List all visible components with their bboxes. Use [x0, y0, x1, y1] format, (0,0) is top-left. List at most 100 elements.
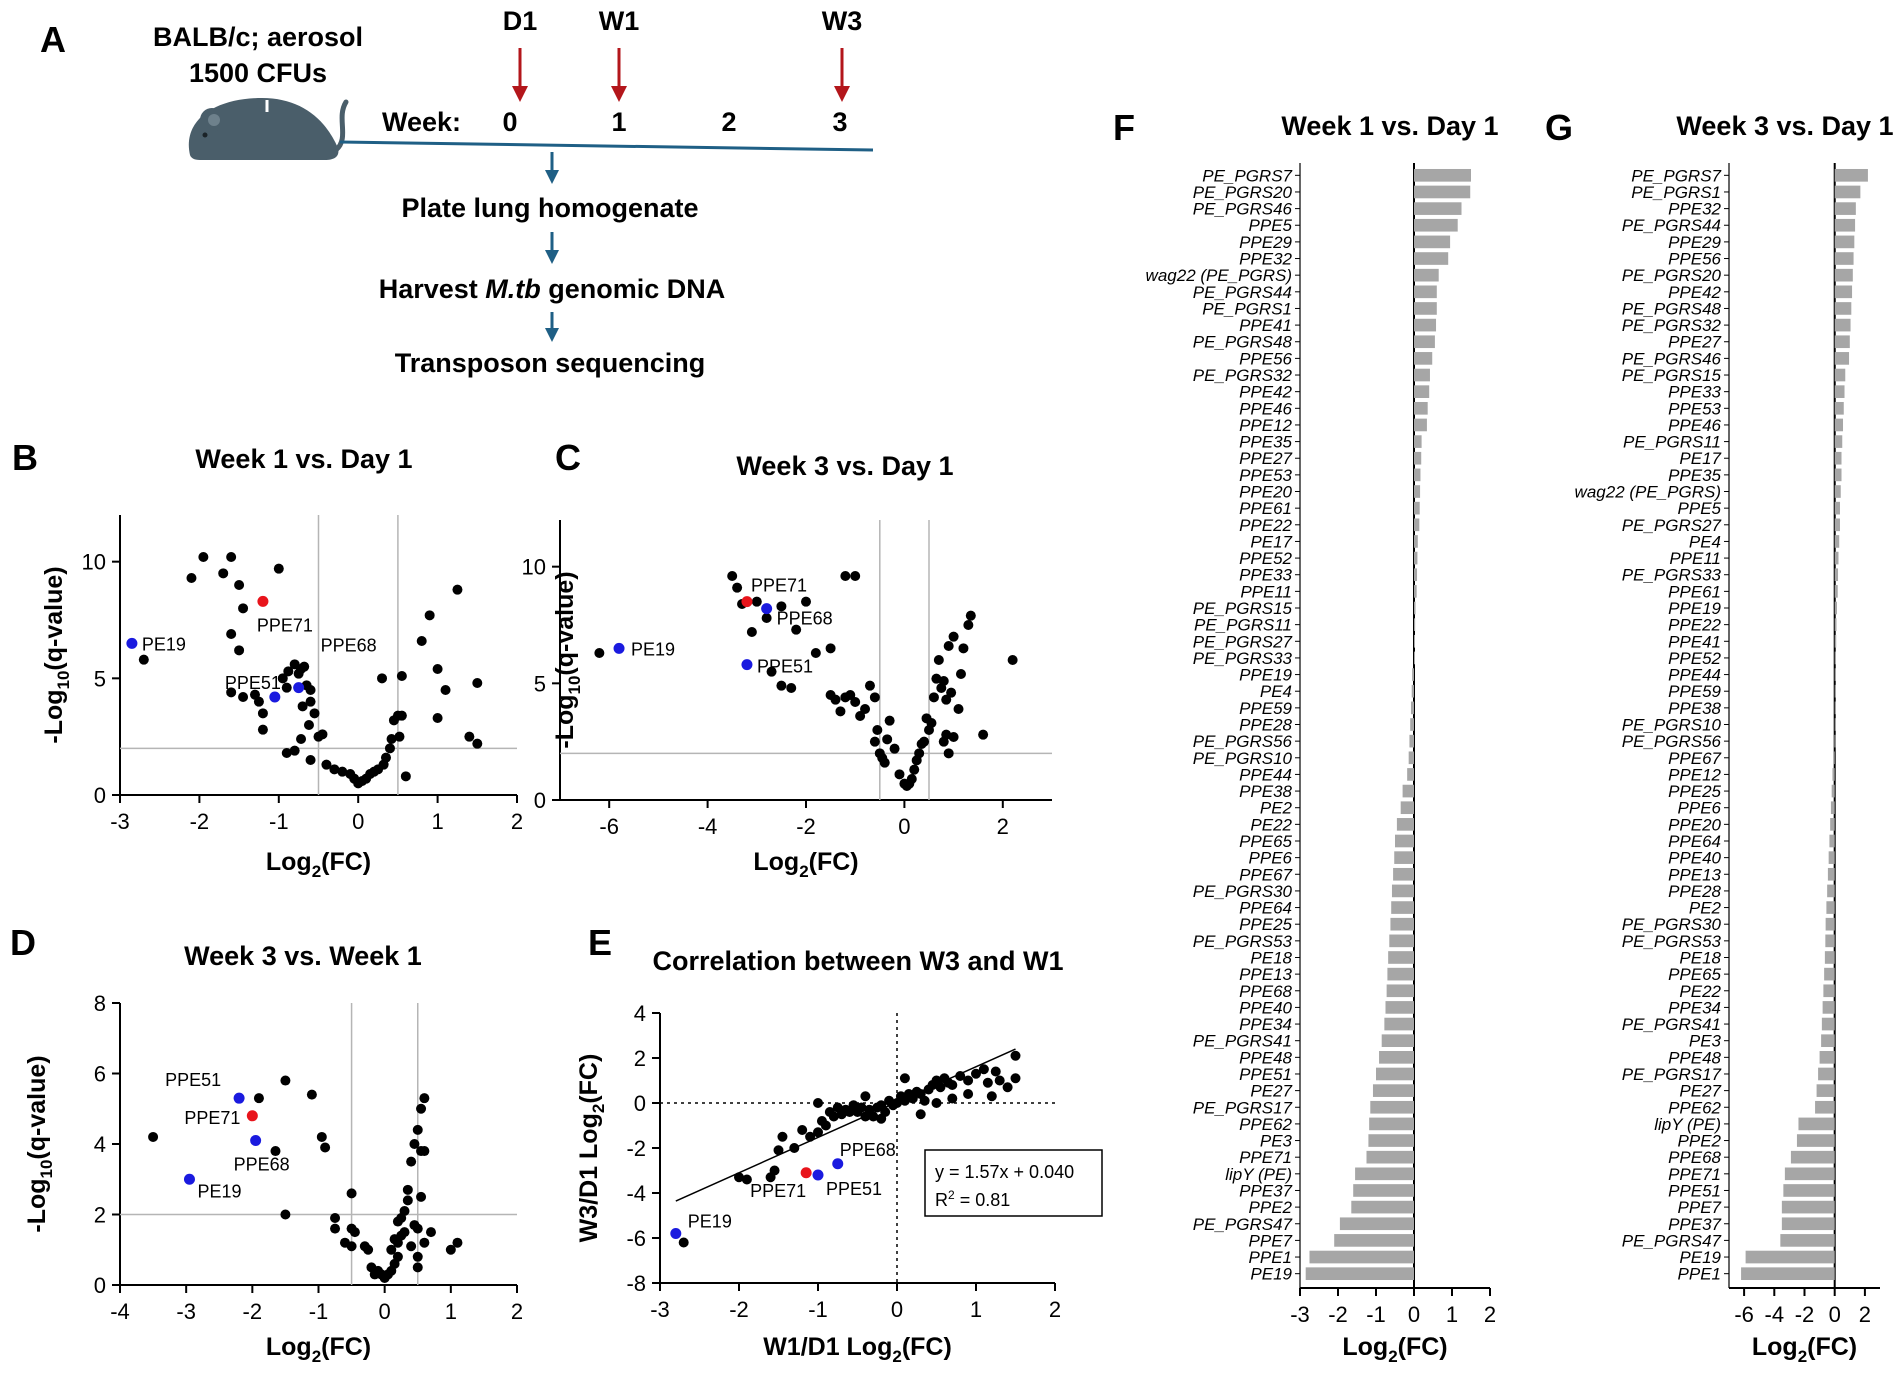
panel-d: D Week 3 vs. Week 1 -4 -3 -2 -1 0 1 2 0 2 4 6 8 Log2(F… — [10, 922, 523, 1366]
data-point — [727, 571, 738, 581]
data-point — [349, 1227, 360, 1238]
chart-title: Week 3 vs. Week 1 — [184, 941, 422, 971]
blue-arrow-icon — [545, 152, 559, 342]
category-label: PPE29 — [1239, 233, 1292, 252]
bar — [1389, 934, 1414, 948]
step-sequencing: Transposon sequencing — [395, 348, 706, 378]
highlight-point-ppe51 — [269, 691, 281, 703]
week-0: 0 — [502, 107, 517, 137]
data-point — [909, 764, 920, 775]
category-label: PE_PGRS53 — [1622, 932, 1722, 951]
bar — [1834, 185, 1861, 199]
data-point — [472, 738, 483, 749]
data-point — [399, 1205, 410, 1216]
bar — [1834, 218, 1856, 232]
data-point — [306, 1089, 317, 1100]
data-point — [978, 1064, 989, 1075]
y-tick-label: 10 — [522, 555, 546, 580]
category-label: PE_PGRS41 — [1193, 1032, 1292, 1051]
data-point — [406, 1241, 417, 1252]
x-tick-label: 1 — [431, 809, 443, 834]
panel-g: G Week 3 vs. Day 1PE_PGRS7PE_PGRS1PPE32PE… — [1545, 107, 1894, 1366]
bar — [1386, 984, 1414, 998]
category-label: PE_PGRS27 — [1193, 632, 1293, 651]
bar — [1834, 568, 1839, 582]
data-point — [941, 729, 952, 740]
bar — [1385, 1001, 1414, 1014]
category-label: PPE12 — [1668, 765, 1721, 784]
y-axis-label: W3/D1 Log2(FC) — [575, 1054, 608, 1243]
bar — [1834, 701, 1836, 715]
panel-c-label: C — [555, 437, 581, 478]
data-point — [786, 683, 797, 693]
data-point — [440, 685, 451, 695]
data-point — [813, 1098, 823, 1108]
category-label: PPE1 — [1249, 1248, 1292, 1267]
data-point — [280, 1209, 291, 1220]
category-label: PPE13 — [1239, 965, 1292, 984]
category-label: PPE40 — [1668, 849, 1721, 868]
data-point — [1007, 655, 1018, 665]
category-label: PE_PGRS44 — [1622, 216, 1721, 235]
data-point — [845, 690, 856, 700]
bar — [1414, 585, 1417, 598]
category-label: PPE44 — [1668, 666, 1721, 685]
data-point — [234, 645, 245, 656]
highlight-label: PPE68 — [234, 1154, 290, 1174]
y-tick-label: 4 — [634, 1001, 646, 1026]
data-point — [741, 1174, 752, 1185]
data-point — [946, 687, 957, 698]
bar — [1390, 917, 1414, 931]
category-label: PE_PGRS30 — [1622, 915, 1722, 934]
data-point — [238, 692, 249, 702]
bar — [1393, 867, 1414, 881]
data-point — [810, 648, 821, 658]
x-tick-label: -2 — [1328, 1302, 1348, 1327]
data-point — [238, 603, 249, 614]
category-label: PPE37 — [1239, 1181, 1292, 1200]
category-label: PE_PGRS48 — [1193, 333, 1293, 352]
data-point — [198, 552, 209, 562]
r2-value: = 0.81 — [955, 1190, 1011, 1210]
data-point — [805, 1131, 816, 1142]
data-point — [978, 729, 989, 740]
highlight-point-pe19 — [126, 637, 138, 649]
x-tick-label: 1 — [445, 1299, 457, 1324]
data-point — [860, 1091, 871, 1102]
data-point — [864, 680, 875, 691]
bar — [1412, 668, 1414, 681]
data-point — [855, 711, 866, 721]
bar — [1400, 801, 1414, 815]
bar — [1834, 734, 1836, 748]
data-point — [761, 613, 772, 623]
bar — [1414, 235, 1451, 249]
category-label: PE_PGRS56 — [1193, 732, 1293, 751]
data-point — [734, 1172, 744, 1183]
bar — [1309, 1250, 1414, 1264]
data-point — [766, 666, 777, 677]
data-point — [594, 648, 605, 658]
data-point — [678, 1237, 689, 1248]
bar — [1834, 684, 1836, 698]
bar — [1834, 435, 1843, 448]
category-label: PPE11 — [1669, 549, 1721, 568]
bar — [1781, 1217, 1835, 1231]
data-point — [226, 687, 237, 698]
data-point — [363, 1244, 374, 1255]
x-tick-label: 2 — [1859, 1302, 1871, 1327]
bar — [1414, 518, 1420, 532]
bar — [1834, 518, 1840, 532]
category-label: PPE51 — [1668, 1181, 1721, 1200]
bar — [1414, 318, 1437, 332]
category-label: PE19 — [1679, 1248, 1721, 1267]
bar — [1414, 601, 1416, 615]
data-point — [384, 743, 395, 754]
bar — [1821, 1017, 1835, 1031]
category-label: PPE65 — [1239, 832, 1292, 851]
category-label: PPE61 — [1239, 499, 1292, 518]
bar — [1834, 535, 1840, 548]
y-tick-label: 0 — [634, 1091, 646, 1116]
highlight-point-pe19 — [670, 1228, 682, 1239]
data-point — [226, 552, 237, 562]
x-axis-label: Log2(FC) — [266, 848, 371, 881]
